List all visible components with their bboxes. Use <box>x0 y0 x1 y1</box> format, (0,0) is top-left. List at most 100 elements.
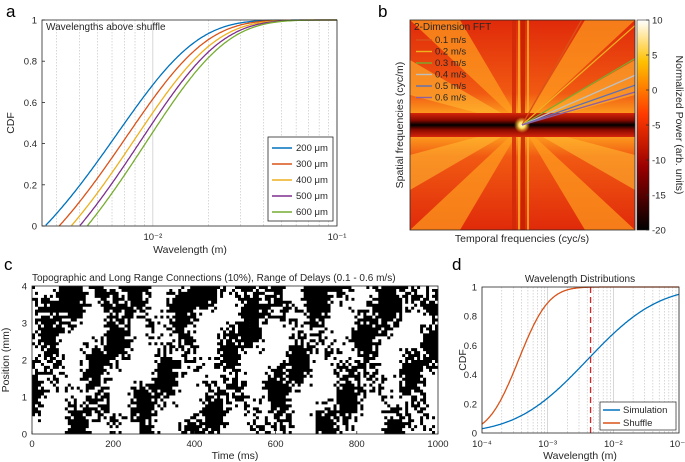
panel-b-ylabel: Spatial frequencies (cyc/m) <box>394 62 406 189</box>
fft-legend-label-3: 0.4 m/s <box>435 70 466 81</box>
panel-d-legend-box <box>599 401 677 431</box>
fft-legend-label-5: 0.6 m/s <box>435 93 466 104</box>
fft-wedge-ur <box>522 20 635 125</box>
panel-d-axes-box <box>481 286 680 434</box>
panel-d-ytick-label: 0.4 <box>464 370 477 381</box>
fft-speed-line-2 <box>521 57 635 126</box>
fft-wedge-r2 <box>522 125 635 190</box>
panel-d-ticks: 0 0.2 0.4 0.6 0.8 1 10⁻⁴ 10⁻³ 10⁻² 10⁻¹ <box>464 283 685 451</box>
legend-label-300um: 300 μm <box>296 159 328 170</box>
fft-legend-label-2: 0.3 m/s <box>435 58 466 69</box>
legend-label-500um: 500 μm <box>296 191 328 202</box>
fft-heatmap <box>410 20 635 230</box>
panel-c-ticks: 0 200 400 600 800 1000 0 1 2 3 4 <box>22 282 449 451</box>
panel-d-ytick-label: 1 <box>472 283 477 294</box>
panel-a-title: Wavelengths above shuffle <box>46 22 166 33</box>
panel-c-ytick-label: 4 <box>22 282 27 293</box>
panel-a-axes-box <box>41 19 338 227</box>
panel-a-ytick-label: 1 <box>32 16 37 27</box>
panel-a-ytick-label: 0.8 <box>24 57 37 68</box>
raster-plot <box>32 286 438 434</box>
panel-c-xtick-label: 600 <box>268 439 284 450</box>
panel-d-ytick-label: 0.8 <box>464 312 477 323</box>
panel-d: 0 0.2 0.4 0.6 0.8 1 10⁻⁴ 10⁻³ 10⁻² 10⁻¹ Wavelengt… <box>457 274 685 462</box>
panel-d-ytick-label: 0 <box>472 429 477 440</box>
colorbar-tick-label: -20 <box>652 226 666 237</box>
legend-label-600um: 600 μm <box>296 207 328 218</box>
panel-a-legend-box <box>267 136 334 222</box>
legend-label-200um: 200 μm <box>296 143 328 154</box>
panel-a-ylabel: CDF <box>5 112 17 134</box>
panel-d-ytick-label: 0.2 <box>464 399 477 410</box>
panel-a-grid <box>56 20 338 226</box>
panel-a-ytick-label: 0 <box>32 222 37 233</box>
colorbar-tick-label: -15 <box>652 191 666 202</box>
panel-a: 0 0.2 0.4 0.6 0.8 1 10⁻² 10⁻¹ Wavelengths above… <box>5 16 346 257</box>
panel-c-xtick-label: 400 <box>186 439 202 450</box>
panel-a-xtick-label: 10⁻¹ <box>328 232 347 243</box>
panel-d-ylabel: CDF <box>457 349 469 371</box>
panel-b-legend: 0.1 m/s0.2 m/s0.3 m/s0.4 m/s0.5 m/s0.6 m… <box>416 35 466 104</box>
panel-label-d: d <box>452 255 461 274</box>
panel-c-ytick-label: 1 <box>22 393 27 404</box>
fft-legend-label-4: 0.5 m/s <box>435 81 466 92</box>
panel-c-xtick-label: 0 <box>29 439 34 450</box>
panel-d-xlabel: Wavelength (m) <box>543 450 617 462</box>
fft-speed-line-4 <box>521 84 635 126</box>
panel-d-series-line-0 <box>481 293 680 430</box>
panel-b-axes-box <box>409 19 636 231</box>
panel-d-legend: Simulation Shuffle <box>599 401 677 431</box>
panel-a-ytick-label: 0.4 <box>24 139 37 150</box>
raster-active-cells <box>32 286 438 434</box>
colorbar-tick-label: 10 <box>652 16 663 27</box>
panel-label-c: c <box>4 255 13 274</box>
colorbar-tick-label: 0 <box>652 86 657 97</box>
panel-d-ytick-label: 0.6 <box>464 341 477 352</box>
panel-b-title: 2-Dimension FFT <box>414 22 491 33</box>
panel-a-ytick-label: 0.6 <box>24 98 37 109</box>
colorbar-tick-label: 5 <box>652 51 657 62</box>
fft-legend-label-1: 0.2 m/s <box>435 47 466 58</box>
colorbar-tick-label: -10 <box>652 156 666 167</box>
panel-b-colorbar-ticks: 10 5 0 -5 -10 -15 -20 <box>646 16 666 237</box>
panel-b: 2-Dimension FFT Temporal frequencies (cy… <box>394 16 685 246</box>
panel-a-ticks: 0 0.2 0.4 0.6 0.8 1 10⁻² 10⁻¹ <box>24 16 347 244</box>
panel-c: 0 200 400 600 800 1000 0 1 2 3 4 Topographic and L… <box>0 273 449 462</box>
panel-d-xtick-label: 10⁻⁴ <box>472 439 492 450</box>
panel-c-xtick-label: 1000 <box>427 439 448 450</box>
fft-legend-label-0: 0.1 m/s <box>435 35 466 46</box>
legend-label-simulation: Simulation <box>623 405 667 416</box>
fft-wedge-ul <box>410 20 522 125</box>
panel-d-xtick-label: 10⁻¹ <box>670 439 685 450</box>
legend-label-400um: 400 μm <box>296 175 328 186</box>
panel-c-ytick-label: 0 <box>22 430 27 441</box>
fft-wedge-l1 <box>410 60 522 125</box>
fft-speed-line-1 <box>521 25 635 126</box>
panel-c-ylabel: Position (mm) <box>0 328 12 393</box>
fft-wedge-l2 <box>410 125 522 190</box>
panel-c-ytick-label: 3 <box>22 319 27 330</box>
panel-a-series-line-4 <box>86 19 337 227</box>
panel-c-title: Topographic and Long Range Connections (… <box>32 273 396 284</box>
fft-speed-line-5 <box>521 91 635 126</box>
panel-a-legend: 200 μm 300 μm 400 μm 500 μm 600 μm <box>267 136 334 222</box>
panel-label-b: b <box>378 2 387 21</box>
panel-a-xlabel: Wavelength (m) <box>153 244 227 256</box>
panel-d-title: Wavelength Distributions <box>525 274 635 285</box>
fft-speed-line-0 <box>521 20 583 126</box>
fft-speed-lines <box>521 20 635 126</box>
fft-wedge-lr <box>522 125 635 230</box>
panel-d-xtick-label: 10⁻³ <box>538 439 557 450</box>
panel-c-xtick-label: 200 <box>105 439 121 450</box>
panel-c-xtick-label: 800 <box>349 439 365 450</box>
fft-speed-line-3 <box>521 74 635 126</box>
panel-b-colorbar-label: Normalized Power (arb. units) <box>673 56 685 195</box>
legend-label-shuffle: Shuffle <box>623 418 652 429</box>
panel-a-xtick-label: 10⁻² <box>143 232 162 243</box>
panel-b-xlabel: Temporal frequencies (cyc/s) <box>455 233 589 245</box>
panel-d-xtick-label: 10⁻² <box>604 439 623 450</box>
fft-wedge-ll <box>410 125 522 230</box>
panel-c-ytick-label: 2 <box>22 356 27 367</box>
panel-label-a: a <box>6 2 16 21</box>
